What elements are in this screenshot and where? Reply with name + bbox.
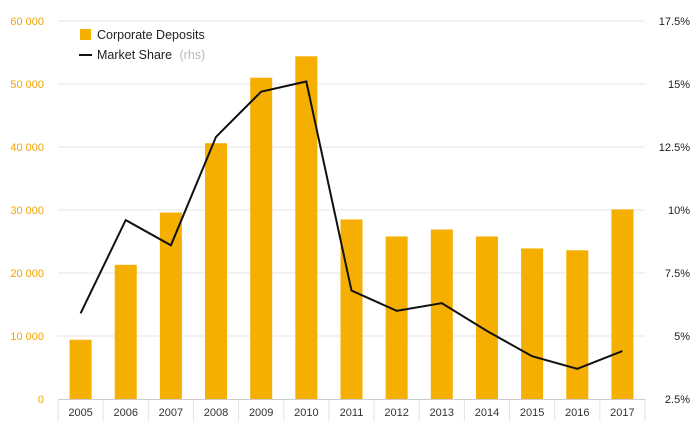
x-tick-label: 2012 xyxy=(384,407,408,419)
bar-series xyxy=(69,56,634,399)
legend-swatch-corporate-deposits xyxy=(80,29,91,40)
right-tick-label: 7.5% xyxy=(665,268,690,280)
right-tick-label: 2.5% xyxy=(665,394,690,406)
axes: 0 10 000 20 000 30 000 40 000 50 000 60 000 2.5… xyxy=(10,16,690,421)
legend-label-market-share: Market Share (rhs) xyxy=(97,48,205,62)
right-tick-label: 10% xyxy=(668,205,690,217)
bar-corporate-deposits xyxy=(385,236,408,399)
left-tick-label: 30 000 xyxy=(10,205,44,217)
bar-corporate-deposits xyxy=(114,264,137,399)
x-tick-label: 2006 xyxy=(113,407,137,419)
legend-market-share-suffix: (rhs) xyxy=(180,48,206,62)
legend-label-corporate-deposits: Corporate Deposits xyxy=(97,28,205,42)
bar-corporate-deposits xyxy=(475,236,498,399)
x-tick-label: 2009 xyxy=(249,407,273,419)
right-tick-label: 17.5% xyxy=(659,16,690,28)
x-tick-label: 2010 xyxy=(294,407,318,419)
legend: Corporate Deposits Market Share (rhs) xyxy=(79,28,205,62)
left-tick-label: 20 000 xyxy=(10,268,44,280)
x-tick-label: 2013 xyxy=(430,407,454,419)
x-tick-label: 2017 xyxy=(610,407,634,419)
x-tick-label: 2007 xyxy=(159,407,183,419)
line-market-share xyxy=(79,80,623,370)
bar-corporate-deposits xyxy=(611,209,634,399)
x-tick-label: 2011 xyxy=(340,407,364,419)
bar-corporate-deposits xyxy=(340,219,363,399)
bar-corporate-deposits xyxy=(69,339,92,399)
left-tick-label: 0 xyxy=(38,394,44,406)
bar-corporate-deposits xyxy=(521,248,544,399)
bar-corporate-deposits xyxy=(250,77,273,399)
left-tick-label: 10 000 xyxy=(10,331,44,343)
left-tick-label: 50 000 xyxy=(10,79,44,91)
right-tick-label: 5% xyxy=(674,331,690,343)
legend-market-share-name: Market Share xyxy=(97,48,172,62)
bar-corporate-deposits xyxy=(430,229,453,399)
left-tick-label: 40 000 xyxy=(10,142,44,154)
bar-corporate-deposits xyxy=(566,250,589,399)
bar-corporate-deposits xyxy=(159,212,182,399)
x-tick-label: 2015 xyxy=(520,407,544,419)
right-tick-label: 15% xyxy=(668,79,690,91)
x-tick-label: 2016 xyxy=(565,407,589,419)
left-tick-label: 60 000 xyxy=(10,16,44,28)
gridlines xyxy=(58,20,645,337)
right-tick-label: 12.5% xyxy=(659,142,690,154)
bar-corporate-deposits xyxy=(205,143,228,399)
bar-corporate-deposits xyxy=(295,56,318,399)
x-tick-label: 2005 xyxy=(68,407,92,419)
x-tick-label: 2008 xyxy=(204,407,228,419)
line-series xyxy=(79,80,623,370)
x-tick-label: 2014 xyxy=(475,407,499,419)
